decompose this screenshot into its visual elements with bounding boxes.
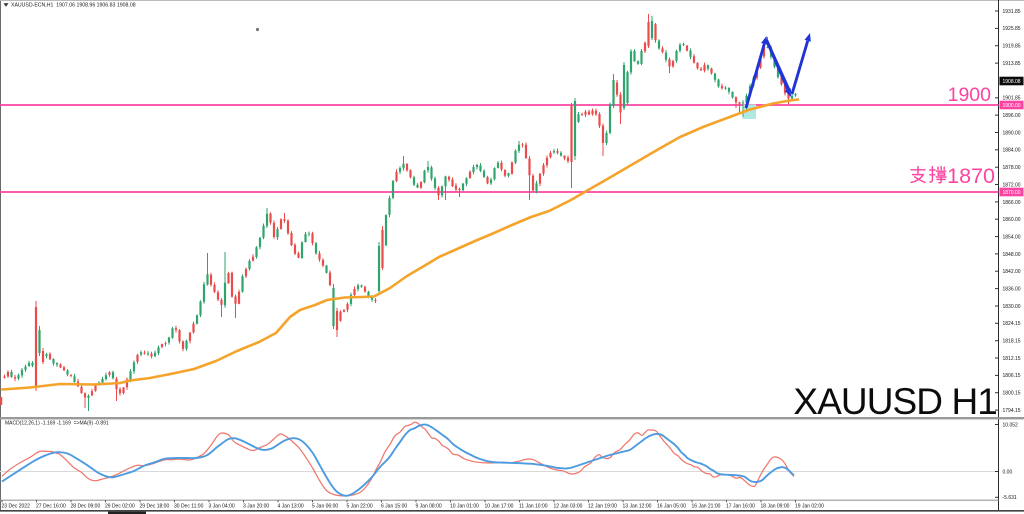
svg-text:13 Jan 12:00: 13 Jan 12:00 (623, 503, 652, 509)
svg-text:1794.15: 1794.15 (1003, 408, 1021, 414)
svg-text:1806.15: 1806.15 (1003, 373, 1021, 379)
svg-text:11 Jan 10:00: 11 Jan 10:00 (519, 503, 548, 509)
svg-text:1800.15: 1800.15 (1003, 391, 1021, 397)
svg-text:1919.85: 1919.85 (1003, 44, 1021, 50)
svg-text:1866.00: 1866.00 (1003, 200, 1021, 206)
svg-text:10.052: 10.052 (1003, 422, 1019, 428)
svg-text:10 Jan 01:00: 10 Jan 01:00 (450, 503, 479, 509)
svg-text:1870.00: 1870.00 (1003, 190, 1021, 196)
svg-text:1890.00: 1890.00 (1003, 130, 1021, 136)
svg-text:30 Dec 11:00: 30 Dec 11:00 (174, 503, 204, 509)
svg-text:18 Jan 09:00: 18 Jan 09:00 (761, 503, 790, 509)
svg-text:1913.85: 1913.85 (1003, 61, 1021, 67)
svg-text:1900.00: 1900.00 (1003, 103, 1021, 109)
svg-text:XAUUSD-ECN,H1 1907.06 1908.96: XAUUSD-ECN,H1 1907.06 1908.96 1906.83 19… (11, 3, 136, 9)
svg-text:1931.85: 1931.85 (1003, 9, 1021, 15)
svg-text:6 Jan 15:00: 6 Jan 15:00 (381, 503, 407, 509)
svg-text:19 Jan 02:00: 19 Jan 02:00 (795, 503, 824, 509)
svg-text:4 Jan 13:00: 4 Jan 13:00 (278, 503, 304, 509)
svg-text:12 Jan 19:00: 12 Jan 19:00 (588, 503, 617, 509)
svg-text:1836.00: 1836.00 (1003, 287, 1021, 293)
svg-text:10 Jan 17:00: 10 Jan 17:00 (485, 503, 514, 509)
svg-text:1900: 1900 (948, 84, 992, 106)
svg-text:5 Jan 22:00: 5 Jan 22:00 (347, 503, 373, 509)
svg-text:1830.00: 1830.00 (1003, 304, 1021, 310)
svg-text:1824.15: 1824.15 (1003, 321, 1021, 327)
svg-text:1872.00: 1872.00 (1003, 182, 1021, 188)
svg-text:1925.85: 1925.85 (1003, 26, 1021, 32)
svg-text:1842.00: 1842.00 (1003, 269, 1021, 275)
svg-text:1860.00: 1860.00 (1003, 217, 1021, 223)
svg-text:1908.08: 1908.08 (1003, 79, 1021, 85)
svg-text:9 Jan 08:00: 9 Jan 08:00 (416, 503, 442, 509)
svg-text:1848.00: 1848.00 (1003, 252, 1021, 258)
svg-text:16 Jan 21:00: 16 Jan 21:00 (692, 503, 721, 509)
svg-text:3 Jan 04:00: 3 Jan 04:00 (209, 503, 235, 509)
svg-text:27 Dec 16:00: 27 Dec 16:00 (36, 503, 66, 509)
svg-text:1896.00: 1896.00 (1003, 113, 1021, 119)
svg-text:1884.00: 1884.00 (1003, 148, 1021, 154)
svg-text:16 Jan 05:00: 16 Jan 05:00 (657, 503, 686, 509)
svg-text:0.00: 0.00 (1003, 469, 1013, 475)
svg-text:29 Dec 18:00: 29 Dec 18:00 (140, 503, 170, 509)
svg-text:3 Jan 20:00: 3 Jan 20:00 (243, 503, 269, 509)
svg-text:1812.15: 1812.15 (1003, 356, 1021, 362)
svg-text:28 Dec 09:00: 28 Dec 09:00 (71, 503, 101, 509)
svg-text:XAUUSD H1: XAUUSD H1 (793, 381, 997, 422)
svg-text:12 Jan 03:00: 12 Jan 03:00 (554, 503, 583, 509)
svg-text:-5.631: -5.631 (1003, 495, 1017, 501)
svg-text:MACD(12,26,1) -1.169 -1.169 =: MACD(12,26,1) -1.169 -1.169 =>MA(9) -0.8… (5, 421, 109, 427)
svg-text:5 Jan 06:00: 5 Jan 06:00 (312, 503, 338, 509)
svg-text:1878.00: 1878.00 (1003, 165, 1021, 171)
svg-text:1854.00: 1854.00 (1003, 235, 1021, 241)
svg-text:29 Dec 02:00: 29 Dec 02:00 (105, 503, 135, 509)
svg-text:23 Dec 2022: 23 Dec 2022 (2, 503, 31, 509)
svg-text:1901.85: 1901.85 (1003, 96, 1021, 102)
svg-text:1870: 1870 (947, 164, 995, 188)
svg-text:1818.15: 1818.15 (1003, 339, 1021, 345)
svg-text:17 Jan 16:00: 17 Jan 16:00 (726, 503, 755, 509)
